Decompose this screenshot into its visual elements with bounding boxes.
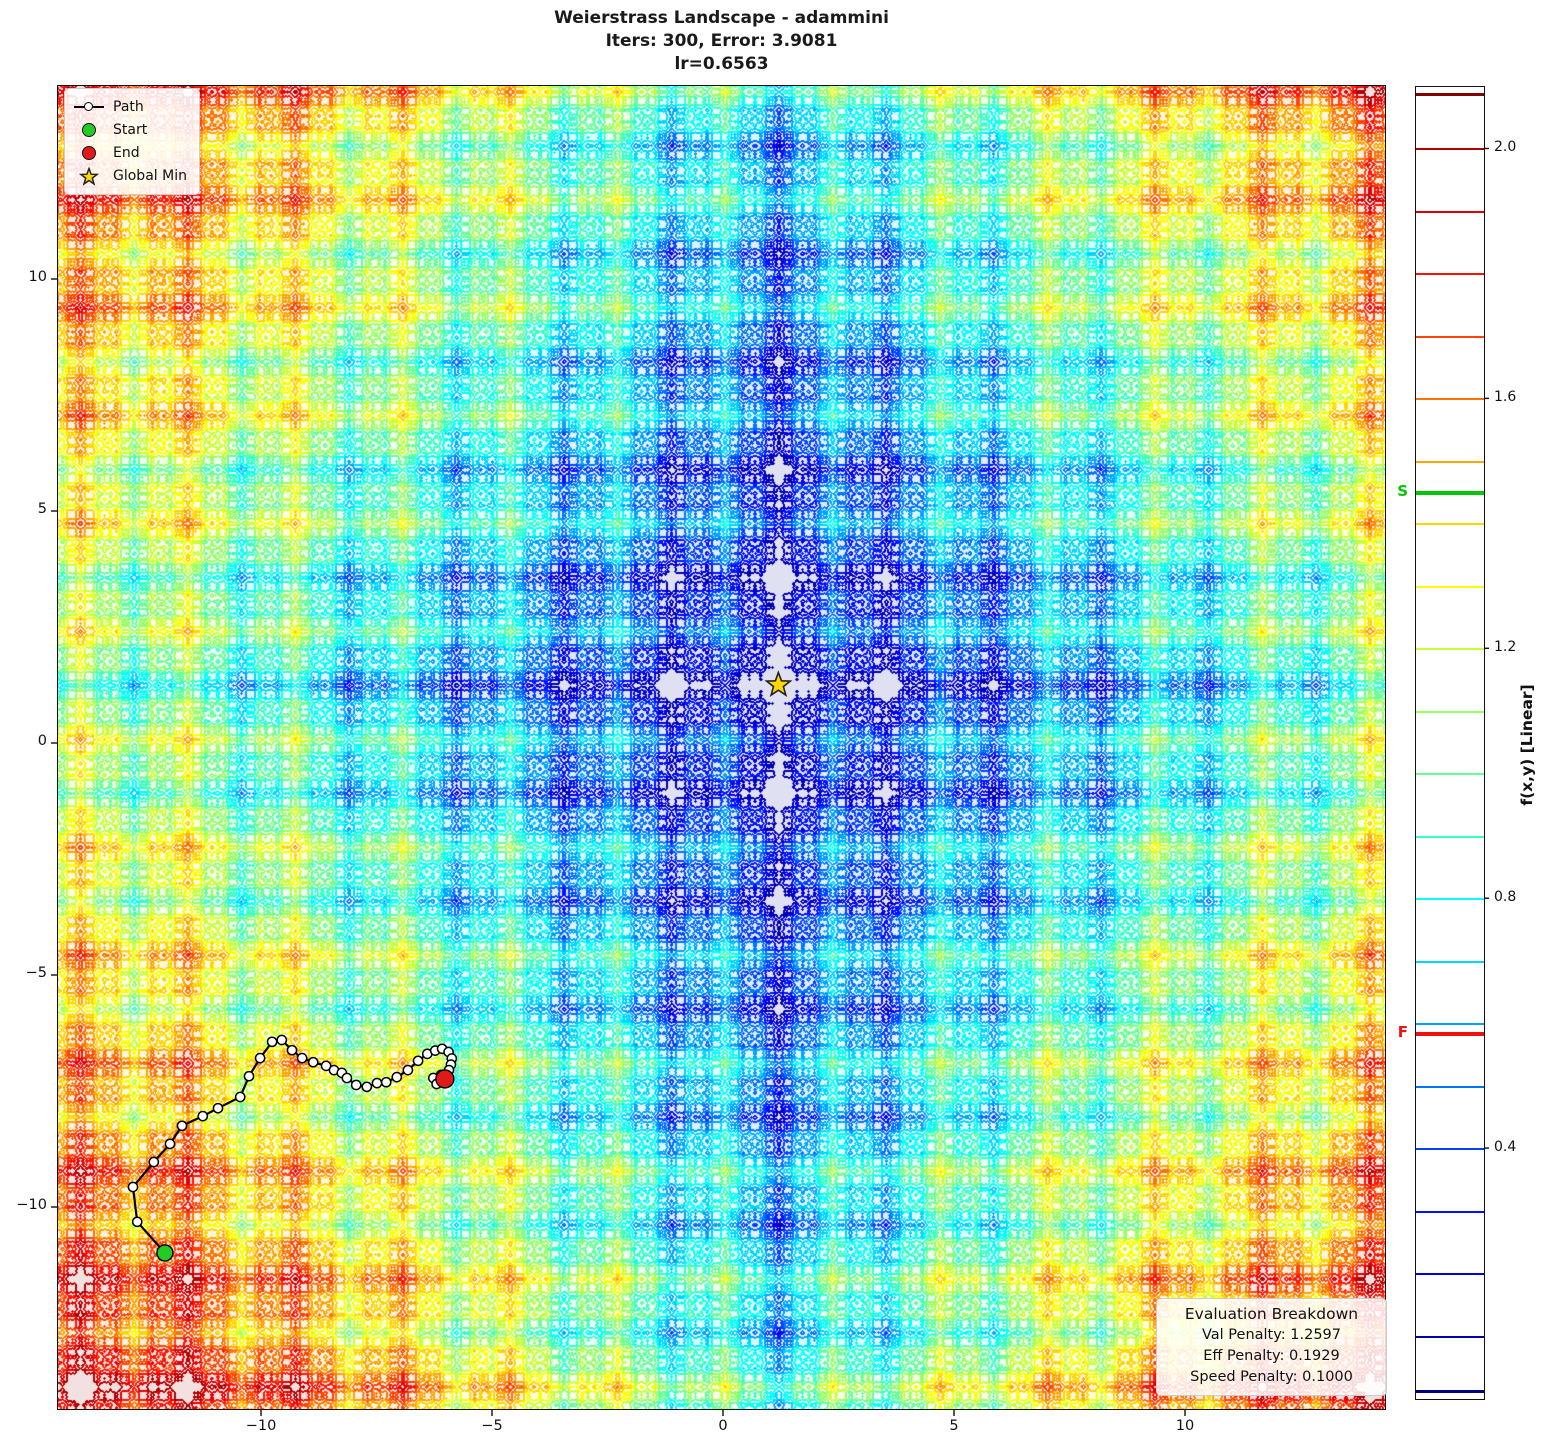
val-penalty-text: Val Penalty: 1.2597	[1201, 1327, 1341, 1343]
colorbar-level-line	[1416, 148, 1484, 151]
colorbar-level-line	[1416, 1085, 1484, 1088]
x-tick-label: 10	[1175, 1418, 1195, 1434]
colorbar-axis-label: f(x,y) [Linear]	[1518, 684, 1536, 806]
y-tick-label: 5	[37, 501, 47, 517]
legend-item-path: Path	[74, 95, 187, 118]
colorbar-level-line	[1416, 898, 1484, 901]
legend-global-min-label: Global Min	[113, 167, 187, 184]
legend-item-start: Start	[74, 118, 187, 141]
colorbar-level-line	[1416, 1273, 1484, 1276]
legend-path-label: Path	[113, 98, 144, 115]
colorbar-level-line	[1416, 1210, 1484, 1213]
chart-subtitle: Iters: 300, Error: 3.9081	[605, 31, 838, 51]
colorbar-level-line	[1416, 1148, 1484, 1151]
eff-penalty-text: Eff Penalty: 0.1929	[1203, 1348, 1340, 1365]
colorbar-level-line	[1416, 460, 1484, 463]
x-tick-label: 0	[718, 1418, 728, 1434]
legend-item-end: End	[74, 141, 187, 164]
colorbar-level-line	[1416, 335, 1484, 338]
colorbar-final-marker-label: F	[1397, 1023, 1408, 1042]
colorbar-start-value-line	[1416, 490, 1484, 496]
chart-lr-line: lr=0.6563	[674, 54, 769, 74]
y-tick-label: −10	[16, 1197, 47, 1213]
x-tick-label: −10	[245, 1418, 277, 1434]
start-dot-icon	[74, 122, 104, 137]
colorbar-level-line	[1416, 523, 1484, 526]
colorbar-level-line	[1416, 273, 1484, 276]
chart-title: Weierstrass Landscape - adammini	[554, 8, 889, 28]
colorbar-level-line	[1416, 773, 1484, 776]
colorbar-tick-label: 0.4	[1494, 1139, 1517, 1156]
colorbar-tick-label: 2.0	[1494, 139, 1517, 156]
colorbar-level-line	[1416, 210, 1484, 213]
legend: Path Start End Global Min	[64, 88, 200, 195]
x-tick-label: 5	[949, 1418, 959, 1434]
path-line-icon	[74, 100, 104, 114]
colorbar-level-line	[1416, 1335, 1484, 1338]
end-dot-icon	[74, 145, 104, 160]
colorbar-start-marker-label: S	[1397, 482, 1408, 501]
contour-plot-canvas	[57, 85, 1386, 1410]
legend-end-label: End	[113, 144, 140, 161]
global-min-star-icon	[74, 165, 104, 186]
colorbar-level-line	[1416, 1023, 1484, 1026]
colorbar-final-value-line	[1416, 1031, 1484, 1037]
colorbar	[1415, 86, 1485, 1400]
y-tick-label: 0	[37, 733, 47, 749]
colorbar-level-line	[1416, 398, 1484, 401]
colorbar-level-line	[1416, 835, 1484, 838]
colorbar-tick-label: 0.8	[1494, 889, 1517, 906]
colorbar-level-line	[1416, 710, 1484, 713]
colorbar-level-line	[1416, 648, 1484, 651]
evaluation-breakdown-box: Evaluation Breakdown Val Penalty: 1.2597…	[1156, 1298, 1387, 1397]
colorbar-level-line	[1416, 960, 1484, 963]
colorbar-tick-label: 1.6	[1494, 389, 1517, 406]
legend-start-label: Start	[113, 121, 148, 138]
x-tick-label: −5	[481, 1418, 503, 1434]
colorbar-min-line	[1416, 1390, 1484, 1393]
colorbar-level-line	[1416, 585, 1484, 588]
legend-item-global-min: Global Min	[74, 164, 187, 187]
y-tick-label: 10	[28, 269, 47, 285]
evaluation-breakdown-title: Evaluation Breakdown	[1184, 1305, 1359, 1323]
y-tick-label: −5	[25, 965, 47, 981]
colorbar-max-line	[1416, 93, 1484, 96]
speed-penalty-text: Speed Penalty: 0.1000	[1190, 1369, 1353, 1386]
colorbar-tick-label: 1.2	[1494, 639, 1517, 656]
